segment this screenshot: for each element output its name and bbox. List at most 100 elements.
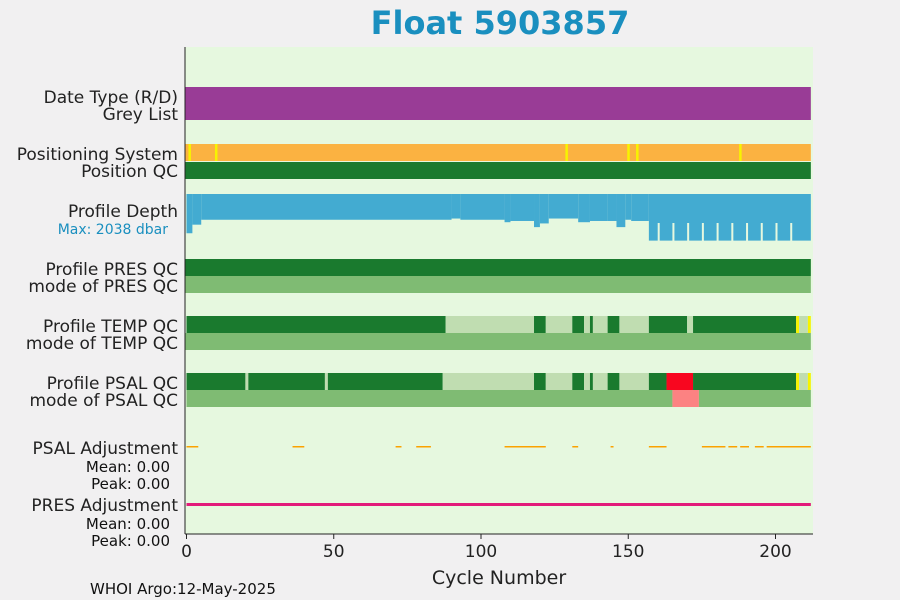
label-positioning: Positioning System bbox=[17, 145, 178, 165]
depth-gap bbox=[657, 223, 660, 245]
depth-gap bbox=[701, 223, 704, 245]
label-pres-qc: Profile PRES QC bbox=[45, 260, 178, 280]
depth-bar bbox=[589, 194, 608, 221]
label-grey-list: Grey List bbox=[103, 105, 179, 125]
psal-adjustment-mark bbox=[728, 446, 738, 448]
depth-gap bbox=[775, 223, 778, 245]
label-pres-adjustment: PRES Adjustment bbox=[31, 496, 178, 516]
psal-qc-segment bbox=[648, 373, 667, 390]
label-pres-mode: mode of PRES QC bbox=[28, 277, 178, 297]
psal-mode-segment bbox=[186, 390, 673, 407]
label-psal-mean: Mean: 0.00 bbox=[86, 458, 170, 476]
temp-qc-segment bbox=[589, 316, 593, 333]
psal-adjustment-mark bbox=[740, 446, 749, 448]
depth-bar bbox=[625, 194, 632, 220]
positioning-bar bbox=[185, 144, 811, 161]
psal-qc-segment bbox=[607, 373, 620, 390]
temp-qc-segment bbox=[619, 316, 649, 333]
depth-gap bbox=[760, 223, 763, 245]
x-axis-ticks: 0 50 100 150 200 bbox=[181, 534, 792, 562]
psal-adjustment-mark bbox=[416, 446, 431, 448]
temp-qc-segment bbox=[572, 316, 585, 333]
label-psal-mode: mode of PSAL QC bbox=[29, 391, 178, 411]
psal-adjustment-mark bbox=[766, 446, 776, 448]
temp-qc-segment bbox=[807, 316, 811, 333]
temp-qc-segment bbox=[693, 316, 797, 333]
temp-qc-segment bbox=[607, 316, 620, 333]
psal-adjustment-mark bbox=[395, 446, 402, 448]
temp-qc-segment bbox=[648, 316, 688, 333]
psal-qc-segment bbox=[799, 373, 808, 390]
psal-adjustment-mark bbox=[754, 446, 764, 448]
psal-qc-segment bbox=[807, 373, 811, 390]
depth-gap bbox=[687, 223, 690, 245]
depth-gap bbox=[716, 223, 719, 245]
temp-qc-segment bbox=[592, 316, 608, 333]
depth-bar bbox=[451, 194, 461, 219]
psal-qc-segment bbox=[592, 373, 608, 390]
psal-qc-segment bbox=[534, 373, 546, 390]
psal-qc-segment bbox=[796, 373, 800, 390]
psal-adjustment-mark bbox=[701, 446, 726, 448]
label-psal-qc: Profile PSAL QC bbox=[47, 374, 178, 394]
chart-title: Float 5903857 bbox=[371, 4, 630, 42]
positioning-marker bbox=[739, 144, 742, 161]
label-temp-qc: Profile TEMP QC bbox=[43, 317, 178, 337]
psal-qc-segment bbox=[545, 373, 573, 390]
x-tick-label: 100 bbox=[465, 542, 497, 562]
temp-mode-bar bbox=[185, 333, 811, 350]
label-max-depth: Max: 2038 dbar bbox=[58, 222, 169, 238]
psal-adjustment-mark bbox=[504, 446, 535, 448]
psal-adjustment-mark bbox=[775, 446, 811, 448]
positioning-marker bbox=[214, 144, 218, 161]
temp-qc-segment bbox=[584, 316, 590, 333]
label-profile-depth: Profile Depth bbox=[68, 202, 178, 222]
depth-gap bbox=[731, 223, 734, 245]
x-axis-label: Cycle Number bbox=[432, 567, 566, 589]
psal-adjustment-mark bbox=[292, 446, 305, 448]
psal-qc-segment bbox=[693, 373, 797, 390]
psal-adjustment-mark bbox=[648, 446, 667, 448]
psal-adjustment-mark bbox=[610, 446, 614, 448]
date-type-bar bbox=[185, 87, 811, 120]
psal-qc-segment bbox=[572, 373, 585, 390]
psal-qc-segment bbox=[666, 373, 694, 390]
temp-qc-segment bbox=[534, 316, 546, 333]
label-psal-peak: Peak: 0.00 bbox=[91, 475, 170, 493]
pres-adjustment-line bbox=[186, 503, 811, 506]
temp-qc-segment bbox=[687, 316, 694, 333]
psal-mode-segment bbox=[698, 390, 811, 407]
label-position-qc: Position QC bbox=[81, 162, 178, 182]
label-temp-mode: mode of TEMP QC bbox=[26, 334, 178, 354]
depth-bar bbox=[548, 194, 579, 219]
depth-bar bbox=[616, 194, 626, 228]
label-pres-mean: Mean: 0.00 bbox=[86, 515, 170, 533]
chart-bars bbox=[185, 87, 811, 506]
depth-gap bbox=[672, 223, 675, 245]
psal-qc-segment bbox=[584, 373, 590, 390]
depth-bar bbox=[534, 194, 540, 228]
psal-qc-segment bbox=[248, 373, 325, 390]
psal-qc-segment bbox=[186, 373, 246, 390]
depth-gap bbox=[790, 223, 793, 245]
depth-bar bbox=[631, 194, 649, 221]
psal-qc-segment bbox=[442, 373, 535, 390]
depth-bar bbox=[504, 194, 511, 223]
temp-qc-segment bbox=[186, 316, 446, 333]
temp-qc-segment bbox=[545, 316, 573, 333]
pres-qc-bar bbox=[185, 259, 811, 276]
psal-adjustment-mark bbox=[572, 446, 579, 448]
label-pres-peak: Peak: 0.00 bbox=[91, 532, 170, 550]
label-date-type: Date Type (R/D) bbox=[44, 88, 178, 108]
psal-adjustment-mark bbox=[186, 446, 199, 448]
psal-mode-segment bbox=[672, 390, 699, 407]
depth-gap bbox=[746, 223, 749, 245]
depth-bar bbox=[201, 194, 452, 220]
depth-bar bbox=[186, 194, 193, 234]
temp-qc-segment bbox=[799, 316, 808, 333]
positioning-marker bbox=[636, 144, 639, 161]
positioning-marker bbox=[188, 144, 191, 161]
psal-qc-segment bbox=[619, 373, 649, 390]
depth-bar bbox=[192, 194, 202, 225]
positioning-marker bbox=[627, 144, 630, 161]
